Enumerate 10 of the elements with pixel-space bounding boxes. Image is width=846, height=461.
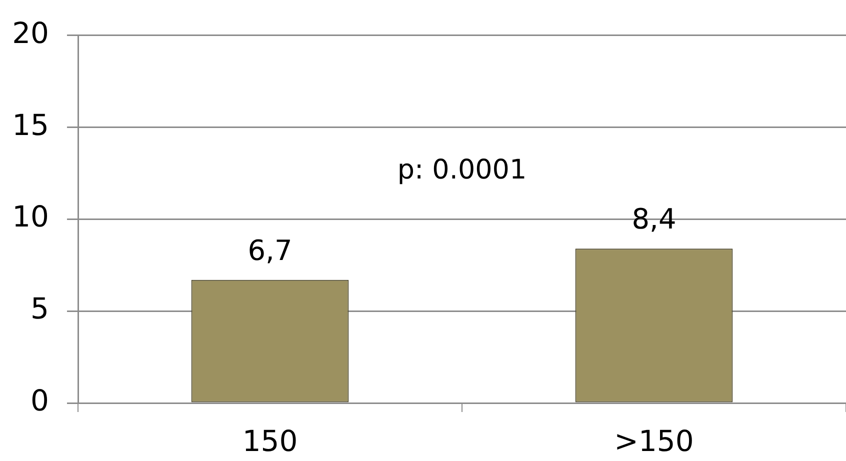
annotation: p: 0.0001 — [397, 154, 527, 186]
y-tick-label: 10 — [12, 200, 49, 234]
y-tick-label: 15 — [12, 108, 49, 142]
data-label: 8,4 — [632, 202, 676, 236]
y-tick-label: 20 — [12, 16, 49, 50]
y-tick-label: 5 — [30, 292, 49, 326]
data-label: 6,7 — [248, 234, 292, 267]
y-tick-label: 0 — [30, 384, 49, 418]
x-tick-label: >150 — [614, 424, 694, 458]
x-tick-label: 150 — [242, 424, 298, 458]
